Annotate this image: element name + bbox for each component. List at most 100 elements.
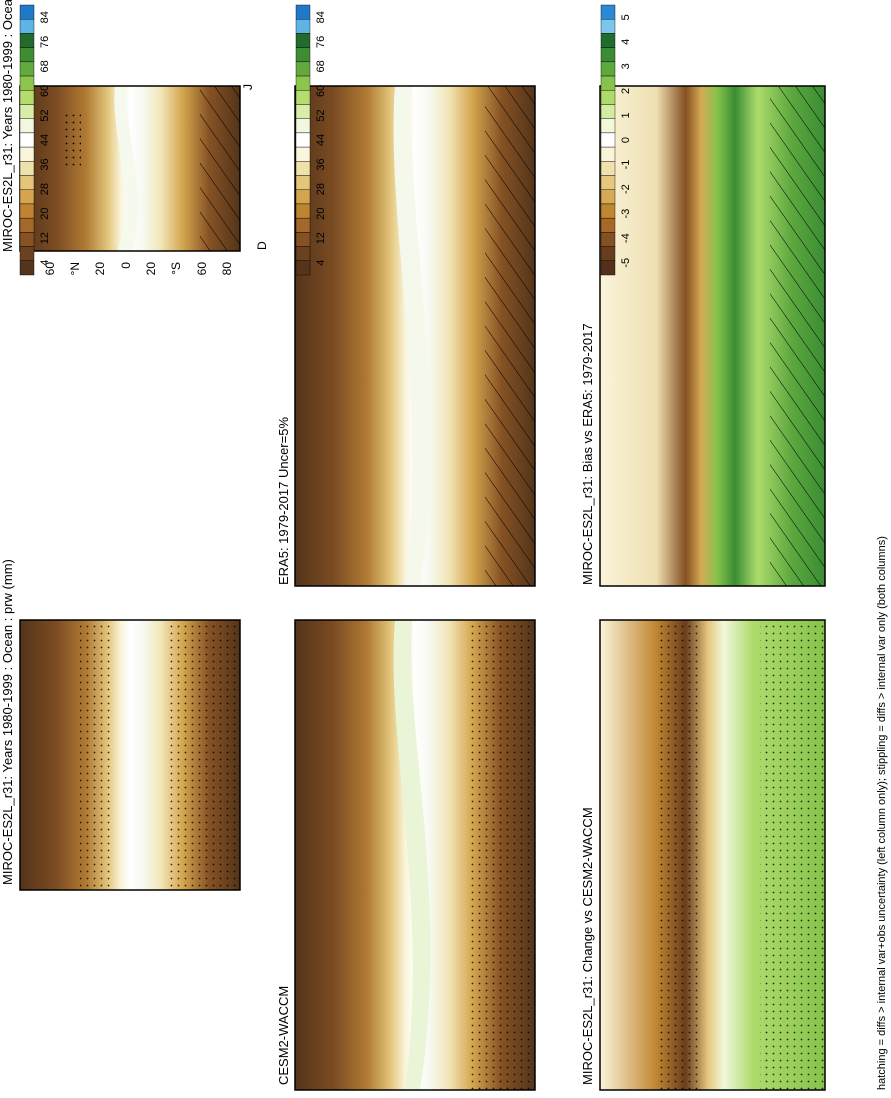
colorbar-label: 60 <box>315 85 327 97</box>
colorbar-swatch <box>295 203 311 219</box>
panel-p4: CESM2-WACCM <box>276 619 536 1091</box>
lat-tick-label: 60 <box>43 262 57 276</box>
colorbar-swatch <box>600 217 616 233</box>
colorbar-label: 36 <box>39 158 51 170</box>
colorbar-swatch <box>600 146 616 162</box>
lat-tick-label: °S <box>169 262 183 275</box>
colorbar-swatch <box>295 260 311 276</box>
colorbar-swatch <box>600 189 616 205</box>
colorbar-swatch <box>295 90 311 105</box>
colorbar-label: 28 <box>39 183 51 195</box>
colorbar-swatch <box>295 217 311 233</box>
colorbar-swatch <box>600 175 616 190</box>
panel-p4-itcz-band <box>393 620 431 1090</box>
panel-p3-hatching <box>485 86 535 586</box>
panel-p3-frame <box>294 85 536 587</box>
panel-p3-title: ERA5: 1979-2017 Uncer=5% <box>276 417 291 585</box>
panel-p2-stipple-south <box>170 620 240 890</box>
panel-p5-title: MIROC-ES2L_r31: Bias vs ERA5: 1979-2017 <box>580 323 595 585</box>
colorbar-label: 84 <box>39 11 51 23</box>
colorbar-swatch <box>19 90 35 105</box>
lat-tick-label: 0 <box>119 262 133 269</box>
colorbar-precip-row2: 84 76 68 60 52 44 36 28 20 12 4 <box>295 4 327 276</box>
panel-p1-time-ticks: J D <box>241 84 269 250</box>
colorbar-swatch <box>19 47 35 63</box>
colorbar-label: 68 <box>315 60 327 72</box>
panel-p4-frame <box>294 619 536 1091</box>
colorbar-label: 20 <box>315 208 327 220</box>
panel-p2-stipple-north <box>80 620 110 890</box>
colorbar-swatch <box>19 75 35 91</box>
colorbar-swatch <box>600 19 616 34</box>
colorbar-swatch <box>600 118 616 134</box>
colorbar-swatch <box>600 104 616 119</box>
colorbar-swatch <box>295 118 311 134</box>
colorbar-swatch <box>295 33 311 48</box>
colorbar-label: -5 <box>620 258 632 268</box>
colorbar-swatch <box>19 132 35 148</box>
panel-p1: 80 60 °N 20 0 20 °S 60 80 J D MIROC-ES2L… <box>0 0 269 275</box>
panel-p6-title: MIROC-ES2L_r31: Change vs CESM2-WACCM <box>580 807 595 1085</box>
colorbar-swatch <box>600 203 616 219</box>
colorbar-swatch <box>295 132 311 148</box>
colorbar-swatch <box>295 246 311 261</box>
colorbar-swatch <box>19 246 35 261</box>
lat-tick-label: °N <box>68 262 82 275</box>
lat-tick-label: 60 <box>195 262 209 276</box>
panel-p4-title: CESM2-WACCM <box>276 986 291 1085</box>
colorbar-label: 68 <box>39 60 51 72</box>
panel-p1-hatching <box>200 86 240 251</box>
colorbar-swatch <box>19 203 35 219</box>
colorbar-label: 12 <box>39 232 51 244</box>
colorbar-label: 76 <box>39 36 51 48</box>
panel-p3: ERA5: 1979-2017 Uncer=5% <box>276 85 536 587</box>
colorbar-swatch <box>19 189 35 205</box>
colorbar-label: 28 <box>315 183 327 195</box>
colorbar-swatch <box>600 33 616 48</box>
panel-p5-frame <box>599 85 826 587</box>
colorbar-swatch <box>295 161 311 176</box>
colorbar-swatch <box>295 189 311 205</box>
colorbar-swatch <box>295 104 311 119</box>
colorbar-swatch <box>19 260 35 276</box>
colorbar-swatch <box>295 232 311 247</box>
panel-p6-frame <box>599 619 826 1091</box>
colorbar-label: 76 <box>315 36 327 48</box>
colorbar-label: 12 <box>315 232 327 244</box>
colorbar-label: 44 <box>39 134 51 146</box>
colorbar-label: 5 <box>620 14 632 20</box>
colorbar-swatch <box>19 61 35 77</box>
colorbar-swatch <box>295 146 311 162</box>
colorbar-swatch <box>19 161 35 176</box>
colorbar-label: 44 <box>315 134 327 146</box>
colorbar-label: 84 <box>315 11 327 23</box>
time-tick-label: D <box>255 241 269 250</box>
colorbar-label: -2 <box>620 184 632 194</box>
colorbar-swatch <box>19 118 35 134</box>
colorbar-label: 60 <box>39 85 51 97</box>
colorbar-swatch <box>600 161 616 176</box>
colorbar-label: 20 <box>39 208 51 220</box>
colorbar-swatch <box>600 132 616 148</box>
colorbar-swatch <box>19 33 35 48</box>
colorbar-label: 3 <box>620 63 632 69</box>
colorbar-swatch <box>600 75 616 91</box>
colorbar-label: 4 <box>39 260 51 266</box>
colorbar-label: -3 <box>620 209 632 219</box>
colorbar-swatch <box>19 4 35 20</box>
colorbar-label: -4 <box>620 233 632 243</box>
colorbar-swatch <box>295 19 311 34</box>
colorbar-swatch <box>19 146 35 162</box>
panel-p4-stipple <box>470 620 535 1090</box>
lat-tick-label: 20 <box>93 262 107 276</box>
colorbar-label: 36 <box>315 158 327 170</box>
colorbar-diff-row3: 5 4 3 2 1 0 -1 -2 -3 -4 -5 <box>600 4 632 276</box>
colorbar-label: 0 <box>620 137 632 143</box>
colorbar-swatch <box>19 232 35 247</box>
panel-p2-title: MIROC-ES2L_r31: Years 1980-1999 : Ocean … <box>0 559 15 885</box>
colorbar-label: -1 <box>620 160 632 170</box>
colorbar-label: 2 <box>620 88 632 94</box>
colorbar-swatch <box>600 90 616 105</box>
panel-p6-stipple-north <box>660 620 700 1090</box>
colorbar-swatch <box>600 260 616 276</box>
